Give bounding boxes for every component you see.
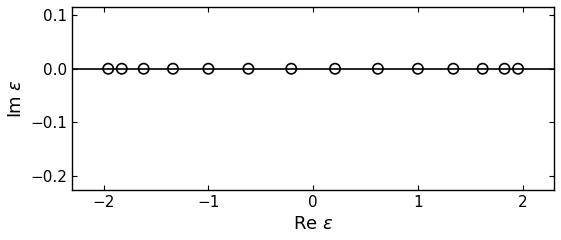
Point: [168, 67, 177, 71]
Point: [104, 67, 113, 71]
Point: [478, 67, 487, 71]
X-axis label: Re $\varepsilon$: Re $\varepsilon$: [293, 215, 333, 233]
Point: [330, 67, 339, 71]
Point: [513, 67, 522, 71]
Point: [139, 67, 148, 71]
Point: [204, 67, 213, 71]
Point: [287, 67, 296, 71]
Y-axis label: Im $\varepsilon$: Im $\varepsilon$: [7, 79, 25, 118]
Point: [449, 67, 458, 71]
Point: [117, 67, 126, 71]
Point: [413, 67, 422, 71]
Point: [374, 67, 383, 71]
Point: [17, 176, 26, 180]
Point: [500, 67, 509, 71]
Point: [244, 67, 253, 71]
